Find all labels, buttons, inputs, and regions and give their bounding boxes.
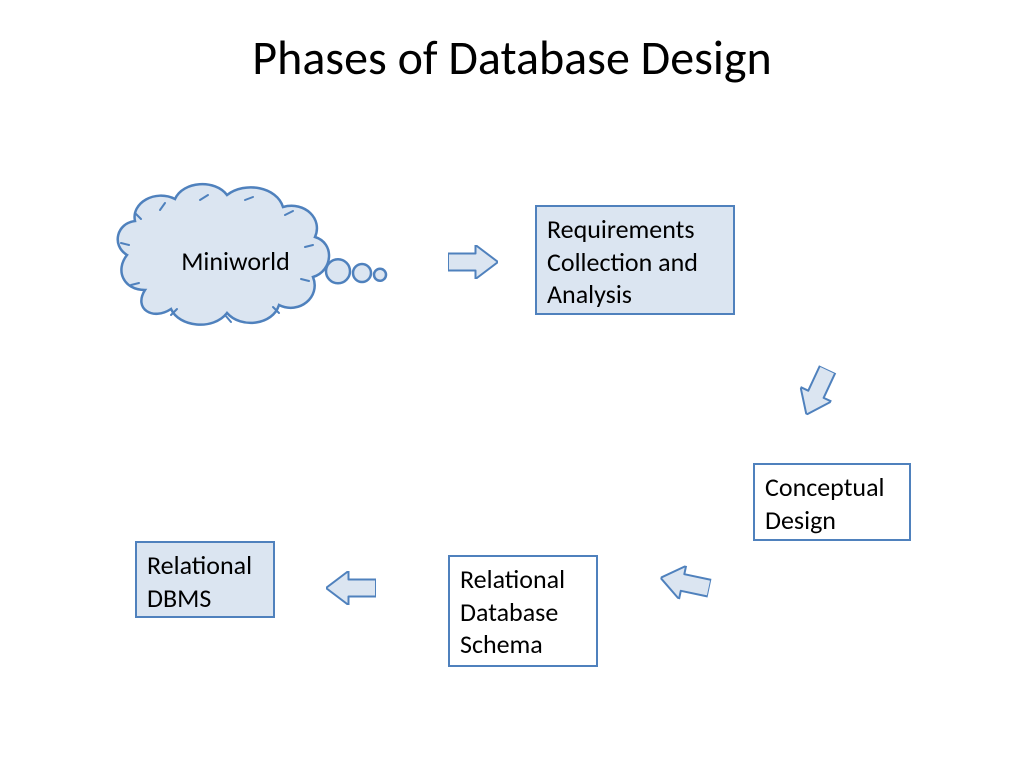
node-conceptual: Conceptual Design bbox=[753, 463, 911, 541]
node-dbms-label: Relational DBMS bbox=[147, 549, 263, 614]
node-conceptual-label: Conceptual Design bbox=[765, 471, 899, 536]
arrow-3 bbox=[657, 561, 713, 605]
node-requirements: Requirements Collection and Analysis bbox=[535, 205, 735, 315]
arrow-2 bbox=[791, 362, 843, 422]
node-miniworld-label: Miniworld bbox=[153, 245, 318, 277]
node-schema-label: Relational Database Schema bbox=[460, 563, 586, 661]
node-requirements-label: Requirements Collection and Analysis bbox=[547, 213, 723, 311]
node-dbms: Relational DBMS bbox=[135, 541, 275, 618]
arrow-4 bbox=[326, 571, 376, 605]
page-title: Phases of Database Design bbox=[0, 28, 1024, 87]
arrow-1 bbox=[448, 245, 498, 279]
node-schema: Relational Database Schema bbox=[448, 555, 598, 667]
